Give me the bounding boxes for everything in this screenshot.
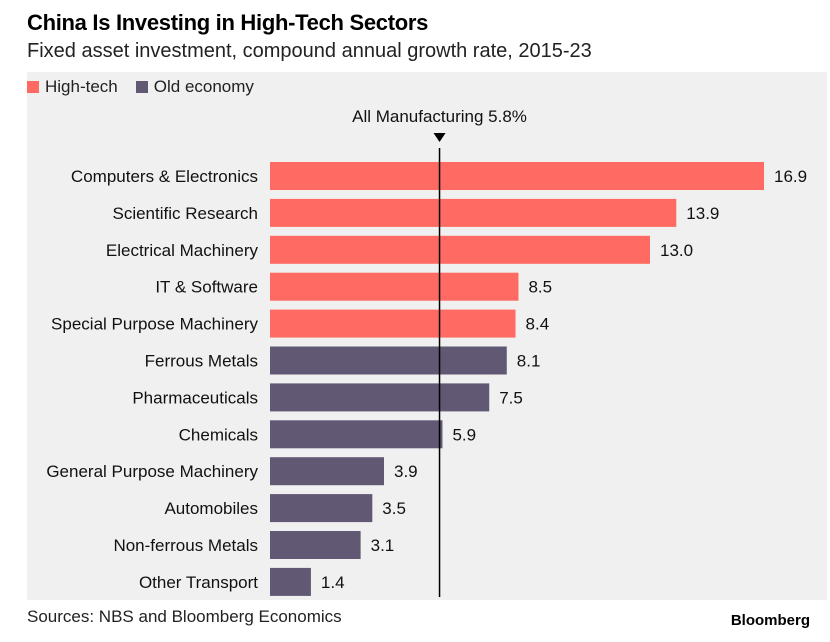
category-label-special-purpose-machinery: Special Purpose Machinery [51, 315, 258, 334]
category-label-other-transport: Other Transport [139, 573, 258, 592]
bar-it-software [270, 272, 519, 301]
value-label-automobiles: 3.5 [382, 499, 406, 518]
source-note: Sources: NBS and Bloomberg Economics [27, 607, 342, 626]
value-label-chemicals: 5.9 [452, 425, 476, 444]
category-label-ferrous-metals: Ferrous Metals [145, 352, 258, 371]
value-label-electrical-machinery: 13.0 [660, 241, 693, 260]
legend-item-old-economy: Old economy [135, 77, 254, 97]
bar-non-ferrous-metals [270, 531, 361, 559]
reference-line-label: All Manufacturing 5.8% [352, 107, 527, 126]
legend-swatch-old-economy [135, 81, 148, 93]
bar-electrical-machinery [270, 235, 650, 264]
value-label-computers-electronics: 16.9 [774, 167, 807, 186]
value-label-other-transport: 1.4 [321, 573, 345, 592]
category-label-it-software: IT & Software [155, 278, 258, 297]
reference-marker-icon [433, 133, 446, 142]
bar-general-purpose-machinery [270, 457, 384, 486]
bar-computers-electronics [270, 162, 764, 190]
chart-title: China Is Investing in High-Tech Sectors [27, 10, 429, 35]
category-label-general-purpose-machinery: General Purpose Machinery [46, 462, 258, 481]
chart-subtitle: Fixed asset investment, compound annual … [27, 40, 592, 62]
category-label-non-ferrous-metals: Non-ferrous Metals [113, 536, 258, 555]
legend-label-old-economy: Old economy [153, 77, 254, 96]
bar-ferrous-metals [270, 346, 507, 375]
category-label-scientific-research: Scientific Research [112, 204, 258, 223]
brand-logo: Bloomberg [730, 612, 810, 629]
legend: High-tech Old economy [27, 76, 272, 98]
bar-scientific-research [270, 198, 677, 227]
legend-item-high-tech: High-tech [27, 77, 118, 97]
bar-pharmaceuticals [270, 383, 490, 412]
legend-label-high-tech: High-tech [45, 77, 118, 96]
category-label-chemicals: Chemicals [179, 425, 258, 444]
value-label-non-ferrous-metals: 3.1 [371, 536, 395, 555]
category-label-computers-electronics: Computers & Electronics [71, 167, 258, 186]
value-label-pharmaceuticals: 7.5 [499, 388, 523, 407]
bar-chemicals [270, 420, 443, 449]
category-label-automobiles: Automobiles [164, 499, 258, 518]
value-label-general-purpose-machinery: 3.9 [394, 462, 418, 481]
bar-automobiles [270, 494, 373, 523]
value-label-it-software: 8.5 [528, 278, 552, 297]
bar-special-purpose-machinery [270, 309, 516, 338]
legend-swatch-high-tech [27, 81, 39, 93]
value-label-scientific-research: 13.9 [686, 204, 719, 223]
category-label-electrical-machinery: Electrical Machinery [106, 241, 259, 260]
bar-other-transport [270, 567, 311, 596]
value-label-ferrous-metals: 8.1 [517, 352, 541, 371]
category-label-pharmaceuticals: Pharmaceuticals [132, 388, 258, 407]
value-label-special-purpose-machinery: 8.4 [526, 315, 550, 334]
